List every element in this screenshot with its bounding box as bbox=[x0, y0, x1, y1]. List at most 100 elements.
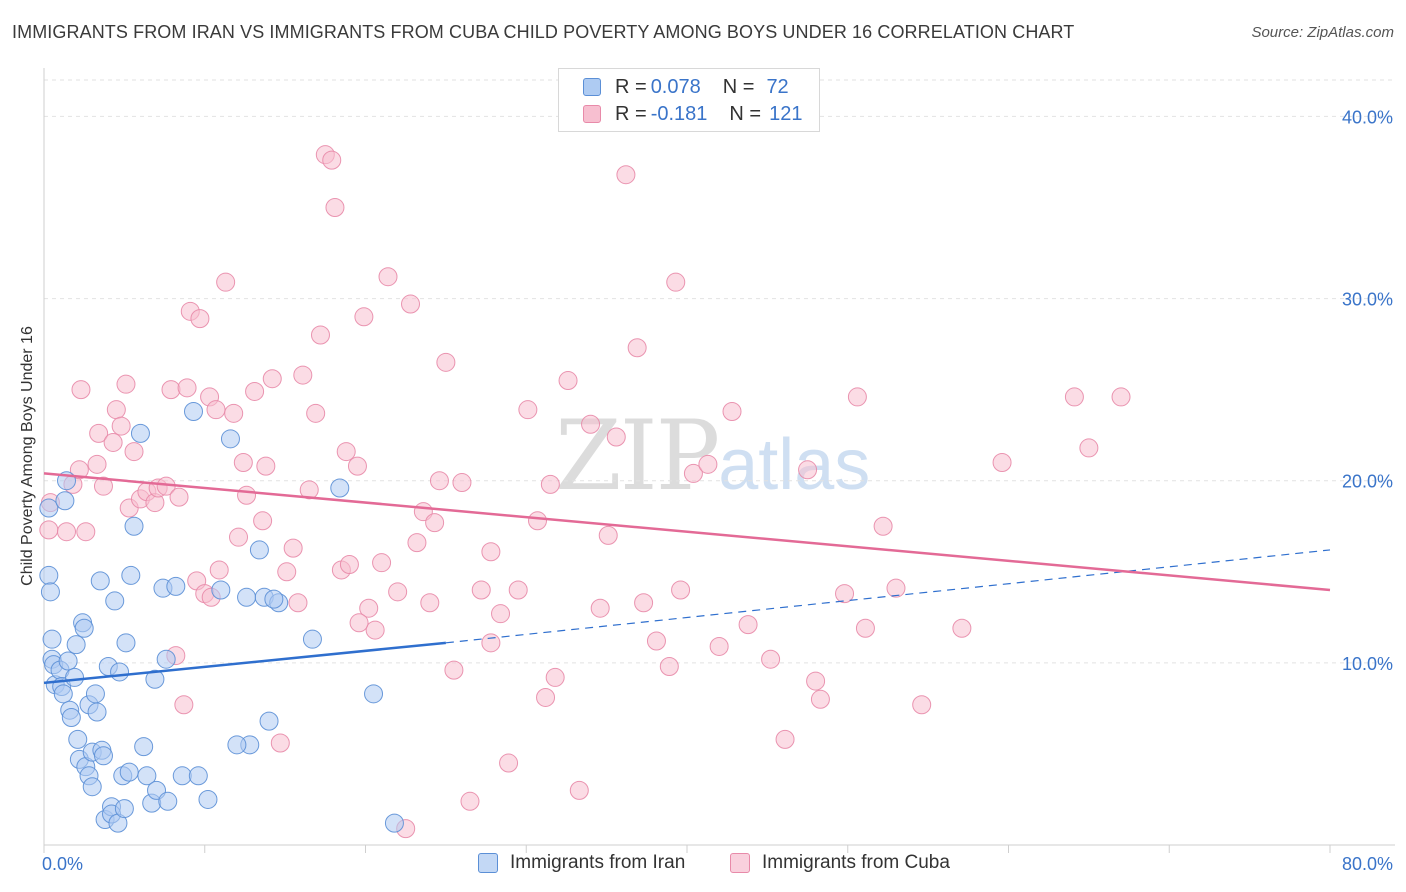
y-tick-label: 10.0% bbox=[1342, 654, 1393, 674]
cuba-point bbox=[349, 613, 369, 633]
watermark: ZIPatlas bbox=[555, 400, 870, 512]
cuba-point bbox=[616, 165, 636, 185]
iran-point bbox=[166, 576, 186, 596]
cuba-point bbox=[245, 381, 265, 401]
cuba-point bbox=[339, 555, 359, 574]
cuba-point bbox=[322, 150, 342, 170]
iran-point bbox=[156, 649, 176, 669]
iran-point bbox=[237, 587, 257, 607]
cuba-point bbox=[460, 791, 480, 811]
cuba-point bbox=[209, 560, 229, 580]
iran-point bbox=[137, 766, 157, 786]
cuba-point bbox=[855, 618, 875, 638]
cuba-point bbox=[161, 380, 181, 400]
cuba-point bbox=[722, 402, 742, 421]
cuba-point bbox=[518, 400, 538, 420]
cuba-point bbox=[425, 513, 445, 533]
cuba-point bbox=[89, 423, 109, 443]
cuba-point bbox=[528, 511, 548, 531]
iran-trend-extension bbox=[445, 549, 1331, 644]
cuba-point bbox=[388, 582, 408, 602]
cuba-point bbox=[761, 649, 781, 669]
iran-point bbox=[384, 813, 404, 833]
cuba-point bbox=[540, 474, 560, 494]
cuba-point bbox=[190, 309, 210, 329]
legend-row-cuba: R = -0.181 N = 121 bbox=[583, 102, 802, 126]
legend-n-label-cuba: N = bbox=[729, 102, 762, 125]
watermark-zip: ZIP bbox=[555, 400, 720, 512]
cuba-point bbox=[646, 631, 666, 651]
cuba-point bbox=[683, 463, 703, 483]
iran-point bbox=[39, 565, 59, 585]
legend-n-label-iran: N = bbox=[722, 75, 755, 98]
iran-point bbox=[42, 629, 62, 649]
iran-point bbox=[119, 762, 139, 782]
cuba-point bbox=[847, 387, 867, 407]
iran-point bbox=[121, 565, 141, 585]
cuba-point bbox=[1111, 387, 1131, 407]
iran-point bbox=[90, 571, 110, 591]
cuba-point bbox=[912, 695, 932, 715]
series-swatch-iran bbox=[478, 853, 498, 873]
iran-point bbox=[364, 684, 384, 704]
cuba-point bbox=[659, 657, 679, 676]
legend-swatch-cuba bbox=[583, 105, 601, 123]
cuba-point bbox=[365, 620, 385, 640]
cuba-point bbox=[253, 511, 273, 531]
cuba-point bbox=[508, 580, 528, 600]
series-swatch-cuba bbox=[730, 853, 750, 873]
cuba-point bbox=[354, 307, 374, 327]
cuba-point bbox=[87, 454, 107, 474]
cuba-point bbox=[436, 352, 456, 372]
chart-title: IMMIGRANTS FROM IRAN VS IMMIGRANTS FROM … bbox=[12, 22, 1075, 42]
cuba-point bbox=[481, 542, 501, 562]
cuba-point bbox=[288, 593, 308, 613]
series-legend-iran: Immigrants from Iran bbox=[478, 852, 685, 874]
y-tick-label: 20.0% bbox=[1342, 472, 1393, 492]
watermark-atlas: atlas bbox=[718, 425, 871, 505]
y-tick-label: 40.0% bbox=[1342, 107, 1393, 127]
cuba-point bbox=[452, 473, 472, 493]
legend-r-label-iran: R = bbox=[615, 75, 647, 98]
iran-point bbox=[227, 735, 247, 755]
iran-point bbox=[198, 789, 218, 809]
cuba-point bbox=[71, 380, 91, 400]
cuba-point bbox=[698, 454, 718, 474]
iran-point bbox=[124, 516, 144, 536]
series-legend-cuba: Immigrants from Cuba bbox=[730, 852, 950, 874]
iran-point bbox=[40, 582, 60, 602]
x-tick-label-max: 80.0% bbox=[1342, 854, 1393, 874]
cuba-point bbox=[57, 522, 77, 542]
cuba-point bbox=[952, 618, 972, 638]
cuba-point bbox=[229, 527, 249, 547]
cuba-point bbox=[471, 580, 491, 600]
cuba-point bbox=[310, 325, 330, 345]
series-legend: Immigrants from Iran Immigrants from Cub… bbox=[0, 852, 1406, 876]
iran-point bbox=[116, 633, 136, 653]
cuba-point bbox=[738, 615, 758, 635]
series-label-iran: Immigrants from Iran bbox=[510, 852, 686, 873]
cuba-point bbox=[216, 272, 236, 292]
cuba-point bbox=[270, 733, 290, 753]
cuba-point bbox=[671, 580, 691, 600]
iran-point bbox=[158, 791, 178, 811]
iran-point bbox=[58, 651, 78, 671]
cuba-point bbox=[590, 598, 610, 618]
iran-point bbox=[74, 618, 94, 638]
cuba-point bbox=[69, 460, 89, 480]
iran-point bbox=[130, 423, 150, 443]
iran-point bbox=[259, 711, 279, 731]
iran-point bbox=[68, 729, 88, 749]
cuba-point bbox=[306, 403, 326, 423]
cuba-point bbox=[262, 369, 282, 389]
legend-swatch-iran bbox=[583, 78, 601, 96]
source-credit: Source: ZipAtlas.com bbox=[1251, 24, 1394, 41]
cuba-point bbox=[798, 460, 818, 480]
cuba-point bbox=[116, 374, 136, 394]
cuba-point bbox=[93, 476, 113, 496]
cuba-point bbox=[256, 456, 276, 476]
iran-point bbox=[39, 498, 59, 518]
iran-point bbox=[87, 702, 107, 722]
legend-r-label-cuba: R = bbox=[615, 102, 647, 125]
iran-point bbox=[85, 684, 105, 704]
